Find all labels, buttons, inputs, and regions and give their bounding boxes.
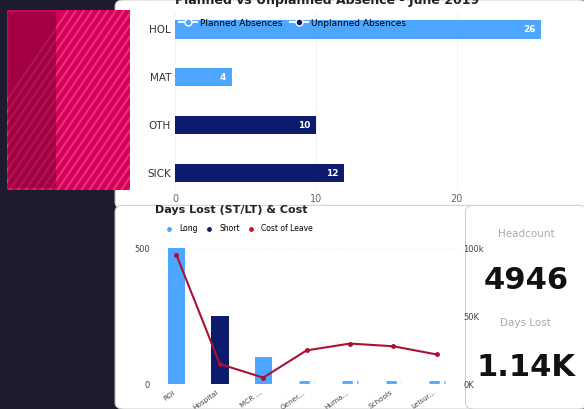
- Bar: [175, 20, 541, 38]
- Text: Headcount: Headcount: [498, 229, 554, 239]
- Bar: [175, 164, 344, 182]
- Bar: [175, 116, 316, 134]
- FancyBboxPatch shape: [5, 7, 132, 194]
- Legend: Long, Short, Cost of Leave: Long, Short, Cost of Leave: [159, 221, 316, 236]
- Bar: [255, 357, 272, 384]
- Text: Planned vs Unplanned Absence - June 2019: Planned vs Unplanned Absence - June 2019: [175, 0, 479, 7]
- Text: 26: 26: [523, 25, 536, 34]
- Text: 10: 10: [298, 121, 310, 130]
- Text: 12: 12: [326, 169, 339, 178]
- Text: 1.14K: 1.14K: [477, 353, 575, 382]
- Text: Days Lost: Days Lost: [500, 318, 551, 328]
- Legend: Planned Absences, Unplanned Absences: Planned Absences, Unplanned Absences: [176, 15, 409, 31]
- Text: 4: 4: [220, 73, 226, 82]
- FancyBboxPatch shape: [8, 12, 56, 189]
- Text: 4946: 4946: [484, 266, 568, 295]
- Text: Days Lost (ST/LT) & Cost: Days Lost (ST/LT) & Cost: [155, 204, 307, 215]
- Bar: [175, 68, 231, 86]
- Bar: [211, 316, 228, 384]
- Bar: [168, 248, 185, 384]
